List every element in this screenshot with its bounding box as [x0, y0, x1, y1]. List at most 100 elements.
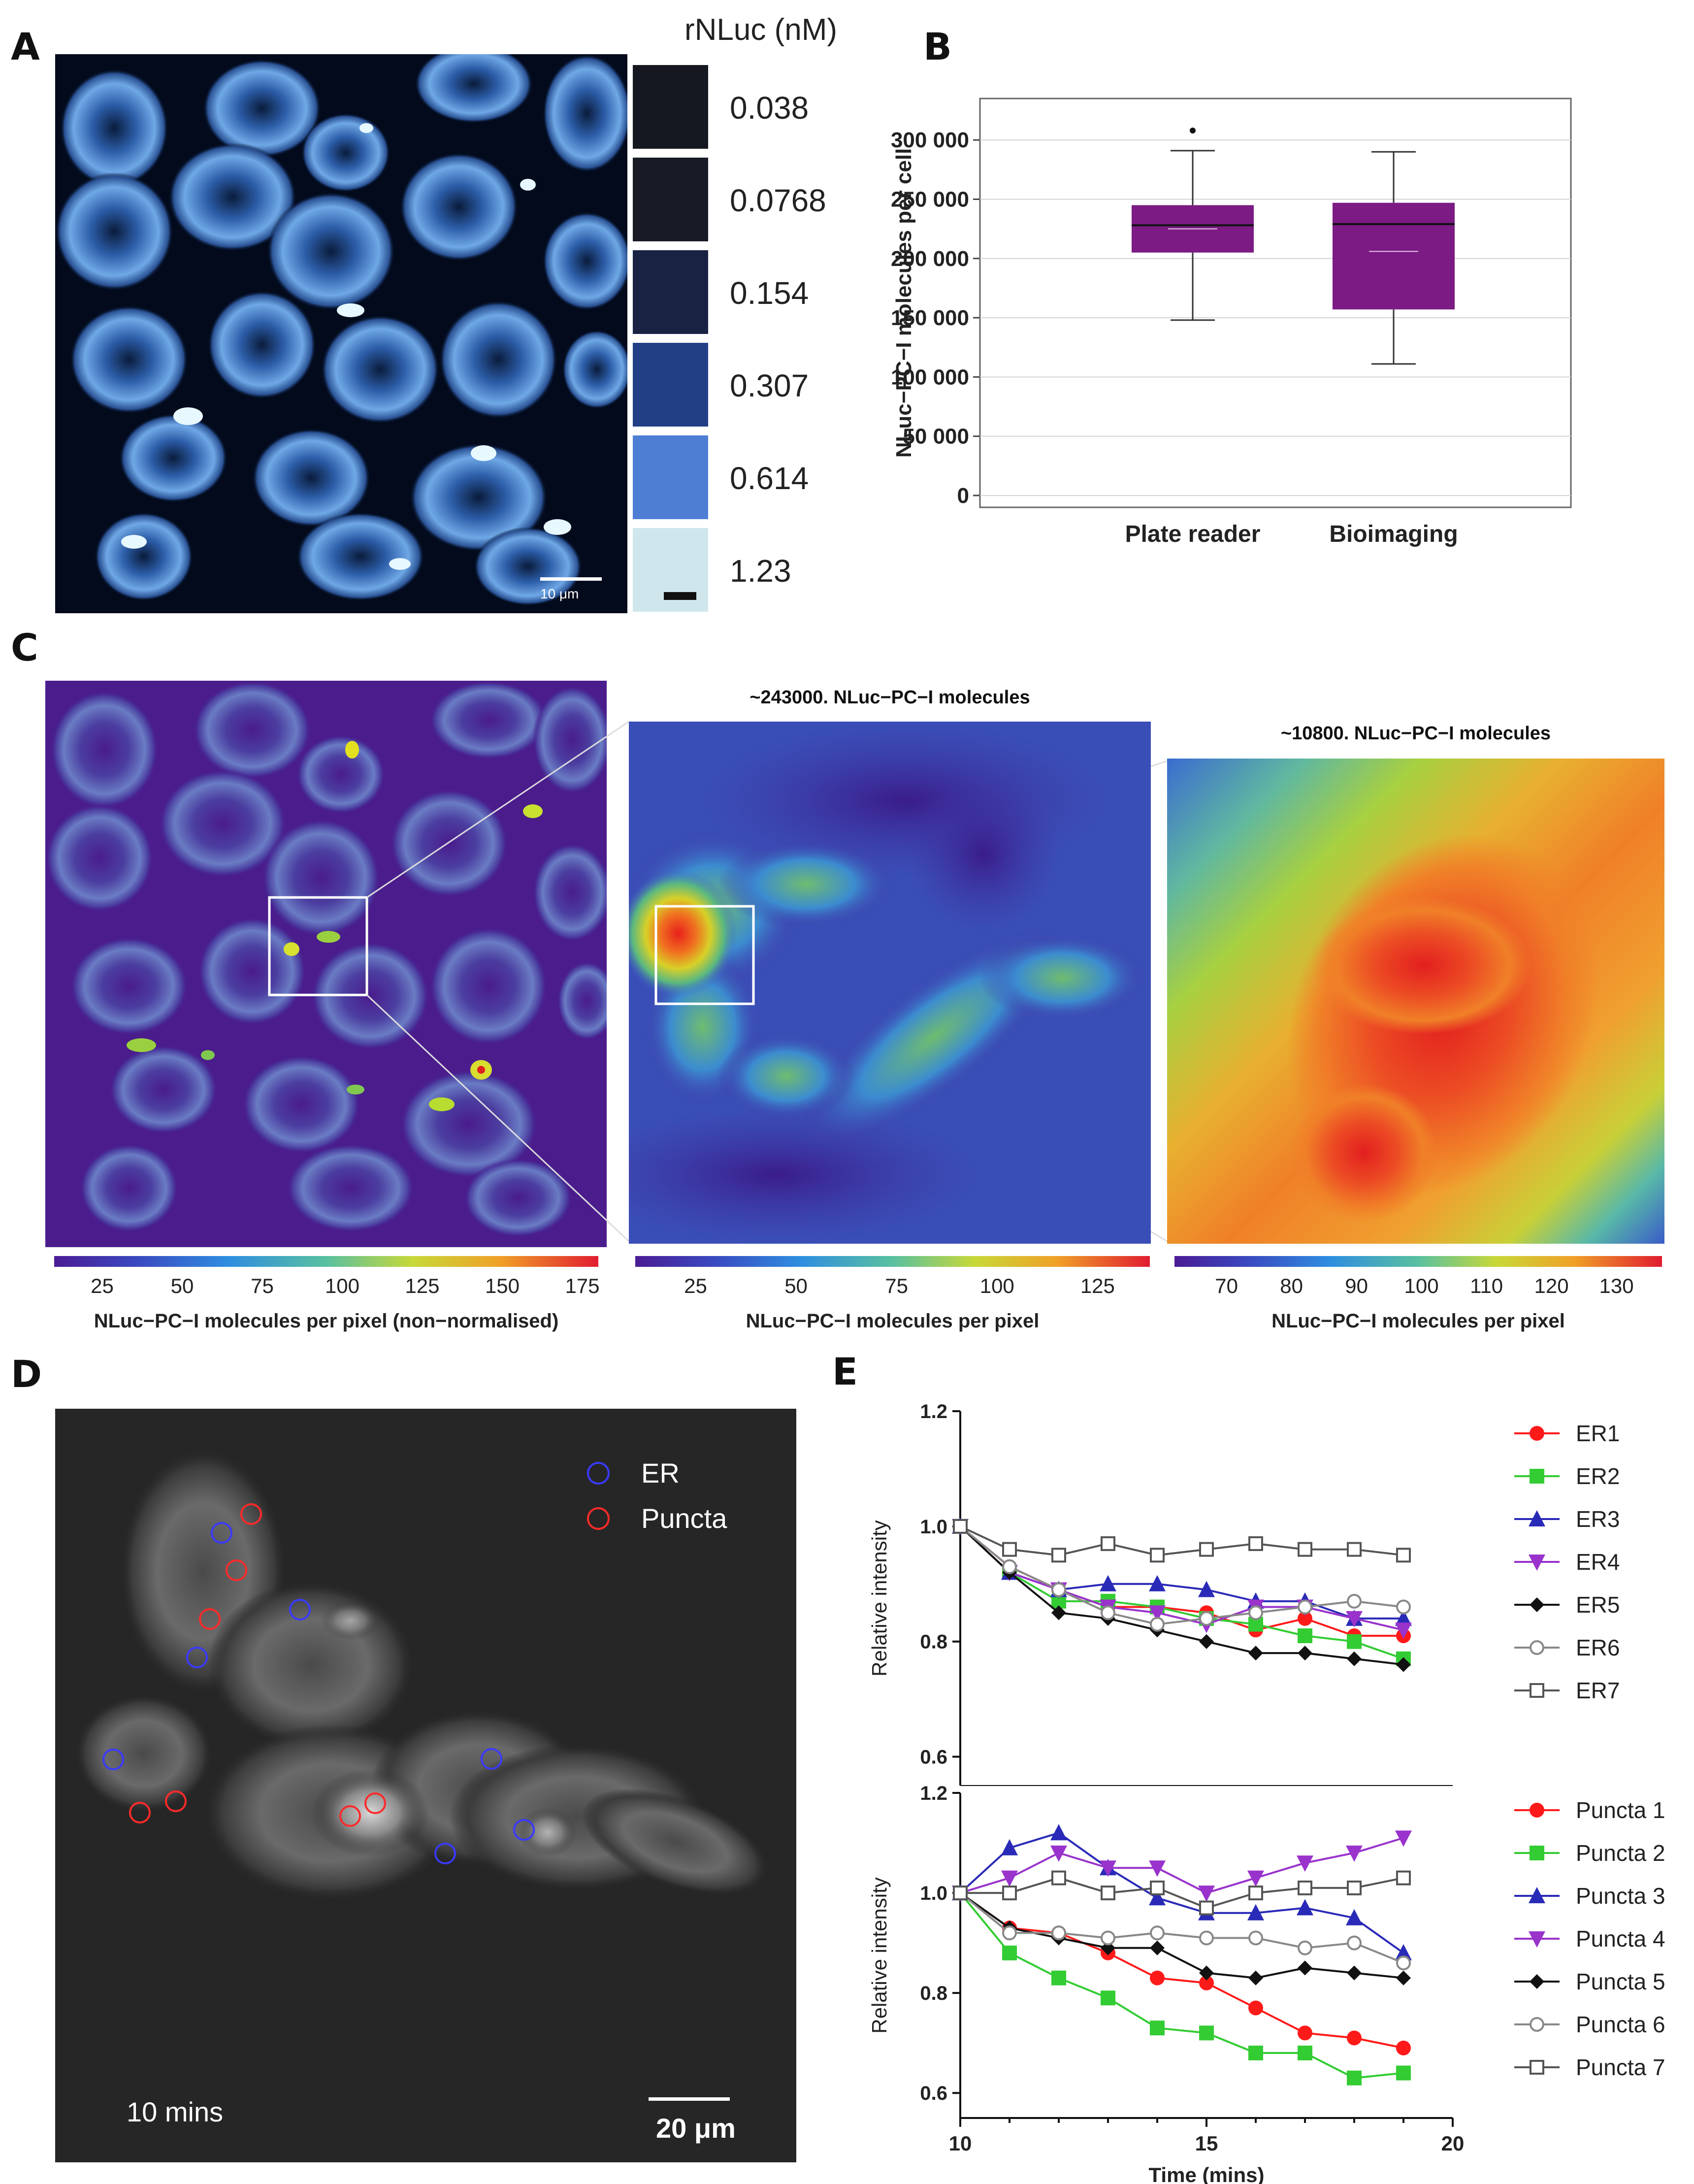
data-point	[1298, 2046, 1312, 2060]
panel-d-cells	[75, 1448, 770, 1901]
legend-label: ER2	[1576, 1463, 1620, 1489]
panel-a-cells-svg	[55, 54, 627, 606]
panel-c-zoom2-heatmap	[1167, 759, 1664, 1244]
data-point	[1199, 1634, 1214, 1649]
cell-blob	[198, 917, 306, 1026]
cell-blob	[193, 681, 311, 779]
data-point	[1002, 1886, 1017, 1901]
outlier-point	[1190, 127, 1196, 133]
y-tick-label: 0.8	[920, 1631, 947, 1653]
series-er5	[953, 1519, 1411, 1672]
data-point	[1529, 1931, 1545, 1948]
data-point	[1530, 1469, 1544, 1484]
data-point	[1346, 1845, 1363, 1862]
series-line	[959, 1525, 1404, 1625]
colorbar-tick-label: 100	[325, 1274, 359, 1297]
puncta-roi-circle	[339, 1805, 361, 1827]
data-point	[1248, 1646, 1263, 1661]
series-line	[959, 1892, 1404, 2079]
data-point	[1395, 1609, 1412, 1626]
legend-label: ER3	[1576, 1506, 1620, 1532]
data-point	[1248, 2046, 1263, 2060]
rnluc-swatch	[633, 250, 708, 334]
y-tick-label: 1.0	[920, 1516, 947, 1538]
series-puncta-2	[953, 1886, 1411, 2085]
data-point	[1050, 1824, 1067, 1841]
y-tick-label: 0.6	[920, 2083, 947, 2104]
data-point	[1530, 1597, 1544, 1612]
data-point	[1297, 1899, 1313, 1916]
data-point	[1298, 1646, 1312, 1661]
data-point	[1002, 1559, 1017, 1574]
data-point	[1198, 1886, 1215, 1902]
data-point	[1530, 1803, 1544, 1818]
data-point	[1347, 1593, 1362, 1609]
rnluc-concentration-label: 0.614	[730, 461, 809, 496]
colorbar-tick-label: 70	[1215, 1274, 1238, 1297]
legend-label: ER7	[1576, 1678, 1620, 1703]
series-line	[959, 1525, 1404, 1660]
colorbar-label: NLuc−PC−I molecules per pixel	[746, 1310, 1040, 1332]
colorbar-tick-label: 120	[1534, 1274, 1569, 1297]
colorbar-tick-label: 75	[885, 1274, 908, 1297]
cell-blob	[267, 192, 395, 310]
colorbar-tick-label: 75	[251, 1274, 274, 1297]
data-point	[953, 1519, 968, 1534]
er-roi-circle	[513, 1819, 535, 1841]
panel-c-zoom1-field	[629, 722, 1151, 1244]
panel-d-scalebar	[649, 2097, 730, 2101]
colorbar-tick-label: 110	[1470, 1274, 1503, 1297]
panel-c-overview-heatmap	[45, 681, 607, 1247]
data-point	[1002, 1542, 1017, 1557]
er-roi-circle	[211, 1522, 232, 1544]
rnluc-swatch	[633, 343, 708, 427]
data-point	[1248, 1930, 1263, 1946]
cell-blob	[55, 172, 173, 291]
data-point	[1395, 1622, 1412, 1639]
data-point	[1396, 1548, 1411, 1563]
data-point	[1346, 1611, 1363, 1627]
y-axis-label: NLuc−PC−I molecules per cell	[892, 148, 916, 458]
legend-label: Puncta 1	[1576, 1797, 1665, 1823]
data-point	[1346, 1909, 1363, 1925]
series-line	[959, 1832, 1404, 1954]
data-point	[1248, 2000, 1263, 2016]
cell-blob	[296, 512, 424, 601]
data-point	[1150, 1617, 1165, 1632]
series-puncta-4	[952, 1830, 1412, 1902]
data-point	[1150, 1970, 1165, 1985]
data-point	[1530, 1426, 1544, 1441]
y-tick-label: 0.6	[920, 1747, 947, 1768]
cell-blob	[60, 69, 168, 187]
rnluc-swatch	[633, 65, 708, 149]
series-line	[960, 1525, 1404, 1556]
colorbar-tick-label: 90	[1345, 1274, 1368, 1297]
data-point	[1396, 1970, 1411, 1985]
data-point	[1298, 1880, 1312, 1895]
cell-blob	[70, 937, 188, 1035]
y-tick-label: 1.0	[920, 1883, 947, 1904]
x-tick-label: 20	[1441, 2132, 1465, 2155]
data-point	[1199, 1542, 1214, 1557]
series-er6	[953, 1519, 1411, 1632]
colorbar	[1174, 1256, 1662, 1267]
panel-b-boxplot: 0 50 000 100 000 150 000 200 000 250 000 300 0…	[891, 98, 1572, 547]
data-point	[1298, 1960, 1312, 1976]
panel-label-a: A	[11, 25, 40, 68]
cell-blob	[429, 681, 548, 760]
data-point	[1298, 1628, 1312, 1643]
colorbar-tick-label: 130	[1599, 1274, 1634, 1297]
legend-label: Puncta 3	[1576, 1883, 1665, 1909]
puncta-legend-marker	[587, 1507, 610, 1530]
panel-a-micrograph: 10 μm	[55, 54, 627, 613]
legend-label: Puncta 6	[1576, 2012, 1665, 2037]
data-point	[1101, 1886, 1115, 1901]
panel-d-scalebar-label: 20 μm	[656, 2113, 736, 2144]
series-line	[959, 1892, 1404, 2049]
y-tick-label: 100 000	[891, 365, 969, 389]
colorbar-label: NLuc−PC−I molecules per pixel	[1271, 1310, 1565, 1332]
y-tick-label: 0.8	[920, 1983, 947, 2004]
cell-blob	[410, 443, 548, 552]
data-point	[1396, 1657, 1411, 1672]
data-point	[1347, 1542, 1362, 1557]
